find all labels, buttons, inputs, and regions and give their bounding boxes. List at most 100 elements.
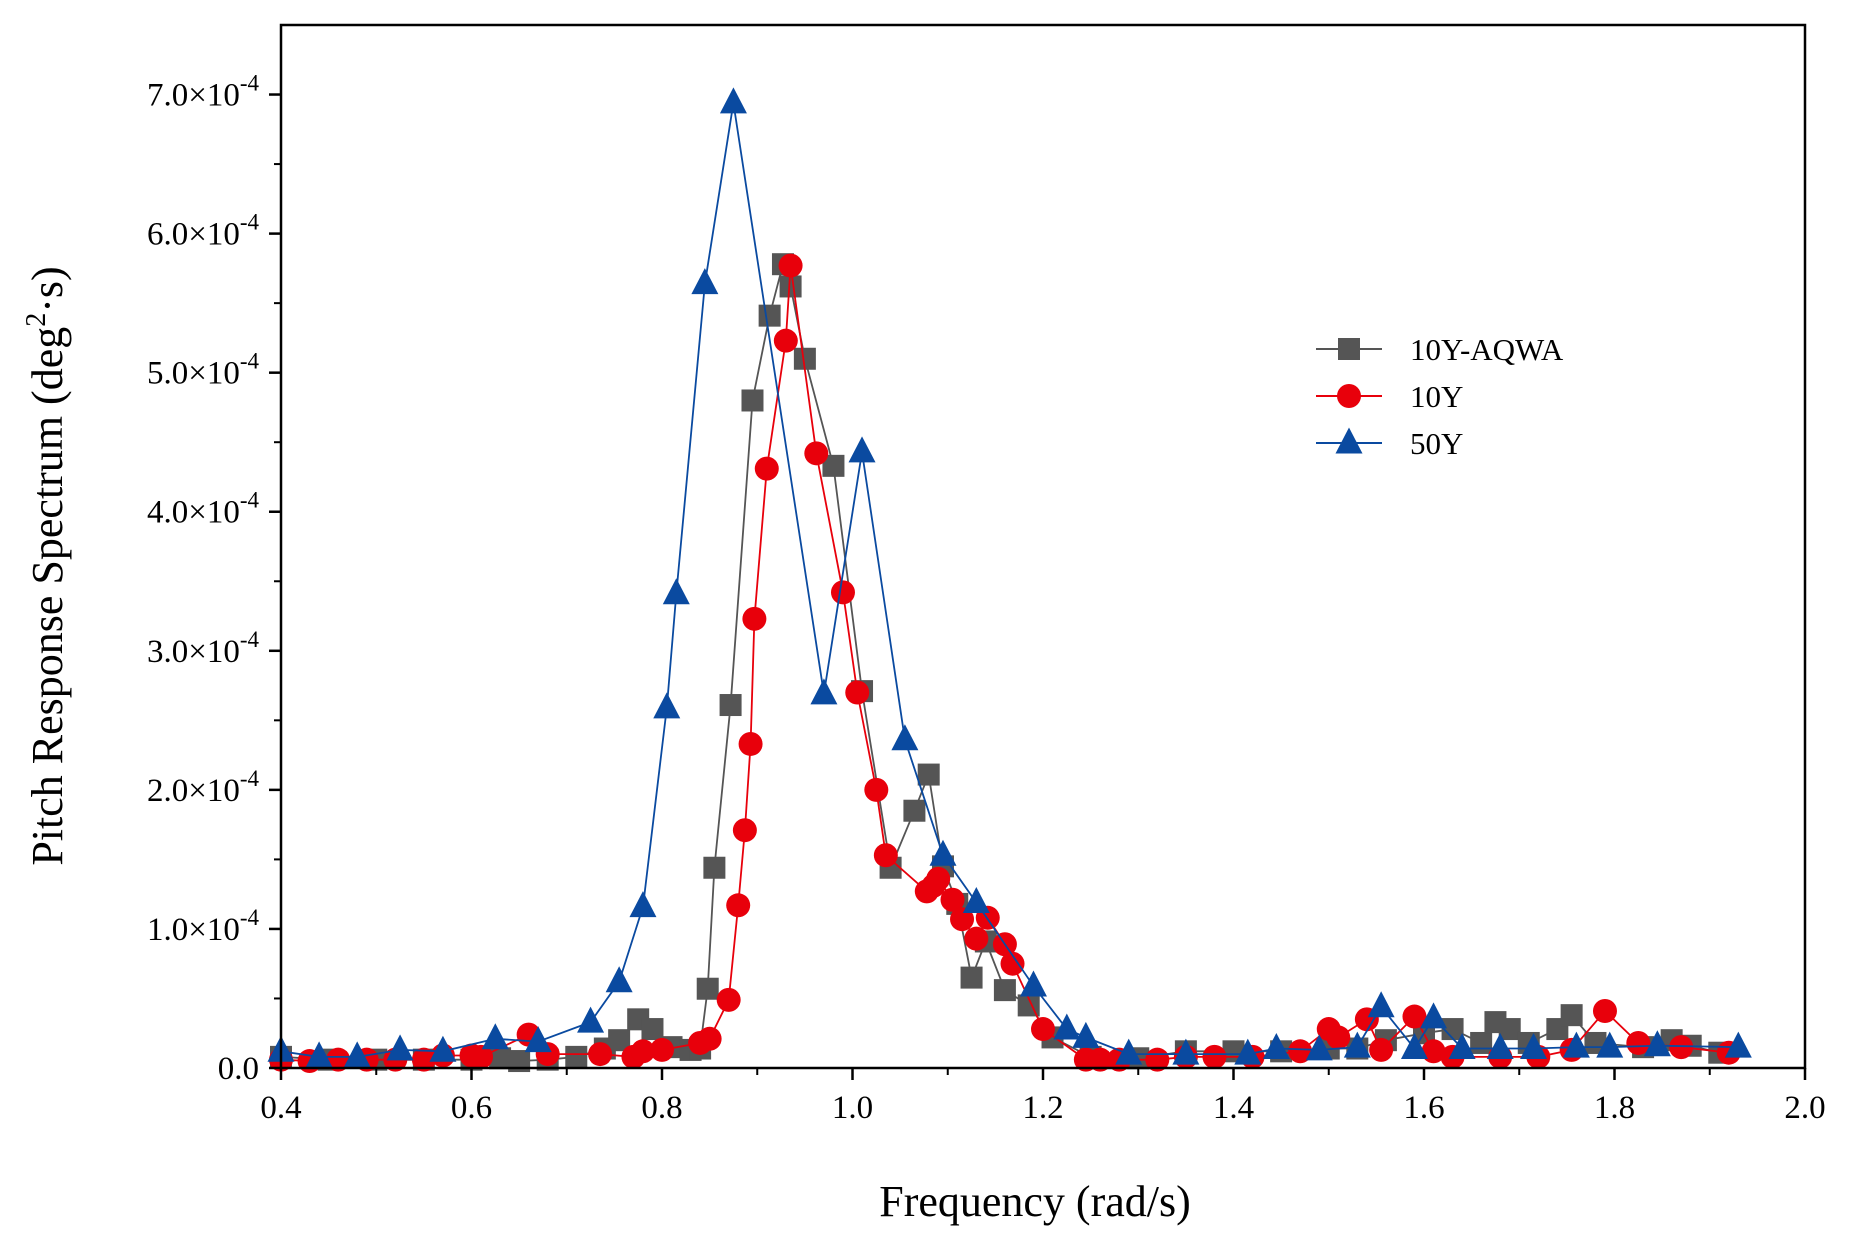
- x-tick-label: 0.6: [451, 1090, 492, 1126]
- data-point: [1470, 1031, 1493, 1054]
- data-point: [891, 724, 919, 751]
- data-point: [605, 966, 633, 993]
- data-point: [411, 1047, 436, 1072]
- data-point: [696, 977, 719, 1000]
- data-point: [588, 1042, 613, 1067]
- series-layer: [267, 87, 1752, 1074]
- y-tick-label: 3.0×10-4: [147, 627, 260, 670]
- x-tick-label: 1.6: [1403, 1090, 1444, 1126]
- y-tick-mantissa: 6.0×10: [147, 217, 240, 253]
- data-point: [810, 678, 838, 705]
- y-tick-label: 0.0: [218, 1051, 259, 1087]
- data-point: [738, 731, 763, 756]
- data-point: [1626, 1030, 1651, 1055]
- data-point: [950, 907, 975, 932]
- data-point: [864, 777, 889, 802]
- data-point: [565, 1045, 588, 1068]
- x-tick-label: 0.8: [641, 1090, 682, 1126]
- legend-label: 10Y: [1410, 379, 1463, 414]
- legend-item: 10Y-AQWA: [1316, 332, 1564, 367]
- data-point: [703, 856, 726, 879]
- data-point: [741, 389, 764, 412]
- data-point: [662, 578, 690, 605]
- data-point: [779, 275, 802, 298]
- data-point: [845, 680, 870, 705]
- legend-marker: [1337, 384, 1361, 408]
- data-point: [758, 304, 781, 327]
- data-point: [742, 606, 767, 631]
- legend-item: 10Y: [1316, 379, 1463, 414]
- data-point: [1402, 1004, 1427, 1029]
- data-point: [429, 1035, 457, 1062]
- data-point: [960, 966, 983, 989]
- data-point: [962, 887, 990, 914]
- data-point: [1643, 1030, 1671, 1057]
- data-point: [778, 253, 803, 278]
- data-point: [608, 1029, 631, 1052]
- y-tick-mantissa: 3.0×10: [147, 634, 240, 670]
- data-point: [697, 1026, 722, 1051]
- y-tick-mantissa: 7.0×10: [147, 78, 240, 114]
- data-point: [1115, 1038, 1143, 1065]
- legend-item: 50Y: [1316, 426, 1463, 461]
- y-tick-mantissa: 1.0×10: [147, 912, 240, 948]
- y-tick-label: 5.0×10-4: [147, 349, 260, 392]
- data-point: [1343, 1031, 1371, 1058]
- data-point: [822, 454, 845, 477]
- data-point: [1326, 1025, 1351, 1050]
- legend: 10Y-AQWA 10Y 50Y: [1316, 332, 1564, 461]
- data-point: [1584, 1031, 1607, 1054]
- data-point: [489, 1047, 512, 1070]
- y-tick-mantissa: 4.0×10: [147, 495, 240, 531]
- data-point: [469, 1044, 494, 1069]
- y-axis-title-end: ·s): [23, 266, 72, 312]
- y-tick-label: 4.0×10-4: [147, 488, 260, 531]
- y-tick-exponent: -4: [240, 488, 260, 513]
- data-point: [629, 891, 657, 918]
- y-tick-exponent: -4: [240, 905, 260, 930]
- legend-marker: [1338, 338, 1360, 360]
- data-point: [1000, 951, 1025, 976]
- data-point: [804, 441, 829, 466]
- data-point: [326, 1047, 351, 1072]
- data-point: [653, 692, 681, 719]
- y-tick-exponent: -4: [240, 766, 260, 791]
- data-point: [726, 893, 751, 918]
- axis-ticks: 0.4 0.6 0.8 1.0 1.2 1.4 1.6 1.8 2.00.01.0×10-42.…: [147, 71, 1826, 1126]
- y-axis-title-superscript: 2: [21, 313, 52, 327]
- data-point: [926, 866, 951, 891]
- legend-marker: [1335, 427, 1363, 454]
- legend-label: 50Y: [1410, 426, 1463, 461]
- data-point: [1596, 1031, 1624, 1058]
- data-point: [1420, 1002, 1448, 1029]
- data-point: [716, 987, 741, 1012]
- data-point: [508, 1050, 531, 1073]
- data-point: [754, 456, 779, 481]
- data-point: [386, 1034, 414, 1061]
- y-tick-label: 2.0×10-4: [147, 766, 260, 809]
- data-point: [641, 1018, 664, 1041]
- y-tick-label: 6.0×10-4: [147, 210, 260, 253]
- data-point: [650, 1037, 674, 1062]
- y-tick-exponent: -4: [240, 71, 260, 96]
- y-tick-exponent: -4: [240, 210, 260, 235]
- y-axis-title: Pitch Response Spectrum (deg2·s): [21, 266, 72, 865]
- data-point: [1369, 1037, 1394, 1062]
- data-point: [793, 347, 816, 370]
- data-point: [848, 436, 876, 463]
- data-point: [1560, 1004, 1583, 1027]
- data-point: [917, 763, 940, 786]
- data-point: [1288, 1039, 1313, 1064]
- y-axis-title-main: Pitch Response Spectrum (deg: [23, 327, 72, 866]
- data-point: [1421, 1039, 1446, 1064]
- data-point: [1262, 1033, 1290, 1060]
- data-point: [1367, 991, 1395, 1018]
- data-point: [929, 839, 957, 866]
- y-tick-label: 1.0×10-4: [147, 905, 260, 948]
- data-point: [1562, 1031, 1590, 1058]
- data-point: [1234, 1038, 1262, 1065]
- series-50y: [267, 87, 1752, 1068]
- data-point: [1441, 1018, 1464, 1041]
- data-point: [1019, 970, 1047, 997]
- data-point: [964, 926, 989, 951]
